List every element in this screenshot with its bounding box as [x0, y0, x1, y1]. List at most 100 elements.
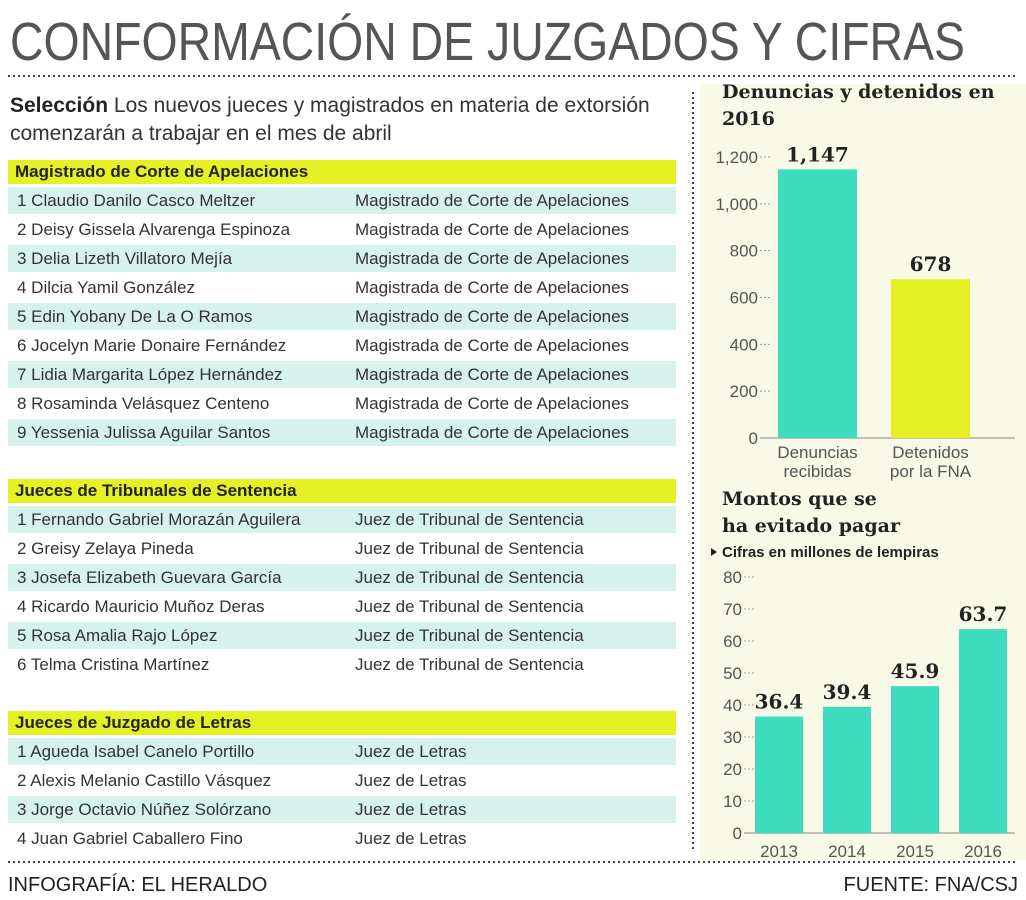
- value-label: 63.7: [959, 602, 1008, 626]
- table-row: 5 Edin Yobany De La O Ramos Magistrado de…: [8, 303, 676, 330]
- role-cell: Juez de Tribunal de Sentencia: [355, 655, 584, 674]
- y-tick-label: 70: [723, 600, 742, 619]
- x-tick-label: 2016: [964, 842, 1002, 861]
- name-cell: 2 Alexis Melanio Castillo Vásquez: [17, 771, 272, 790]
- role-cell: Juez de Tribunal de Sentencia: [355, 626, 584, 645]
- table-row: 3 Delia Lizeth Villatoro Mejía Magistrada…: [8, 245, 676, 272]
- bar: [959, 629, 1007, 833]
- table-row: 4 Ricardo Mauricio Muñoz Deras Juez de Tr…: [8, 593, 676, 620]
- role-cell: Magistrado de Corte de Apelaciones: [355, 307, 630, 326]
- name-cell: 4 Juan Gabriel Caballero Fino: [17, 829, 243, 848]
- table-row: 2 Greisy Zelaya Pineda Juez de Tribunal d…: [8, 535, 676, 562]
- x-tick-label: 2013: [760, 842, 798, 861]
- value-label: 45.9: [891, 659, 940, 683]
- section-header: Jueces de Juzgado de Letras: [8, 711, 676, 735]
- x-tick-label: 2014: [828, 842, 866, 861]
- role-cell: Magistrada de Corte de Apelaciones: [355, 249, 630, 268]
- name-cell: 1 Fernando Gabriel Morazán Aguilera: [17, 510, 301, 529]
- x-tick-label: 2015: [896, 842, 934, 861]
- y-tick-label: 0: [733, 824, 742, 843]
- table-row: 6 Jocelyn Marie Donaire Fernández Magistr…: [8, 332, 676, 359]
- intro-text: Los nuevos jueces y magistrados en mater…: [10, 94, 650, 145]
- role-cell: Juez de Letras: [355, 800, 467, 819]
- y-tick-label: 600: [730, 289, 758, 308]
- table-row: 1 Claudio Danilo Casco Meltzer Magistrado…: [8, 187, 676, 214]
- bar: [891, 279, 970, 438]
- name-cell: 4 Dilcia Yamil González: [17, 278, 195, 297]
- name-cell: 6 Jocelyn Marie Donaire Fernández: [17, 336, 287, 355]
- name-cell: 8 Rosaminda Velásquez Centeno: [17, 394, 270, 413]
- chart-title: Montos que se ha evitado pagar: [722, 488, 901, 537]
- role-cell: Juez de Tribunal de Sentencia: [355, 539, 584, 558]
- role-cell: Juez de Letras: [355, 742, 467, 761]
- y-tick-label: 200: [730, 382, 758, 401]
- intro: Selección Los nuevos jueces y magistrado…: [10, 92, 650, 148]
- x-tick-label: Detenidos por la FNA: [890, 443, 972, 481]
- y-tick-label: 60: [723, 632, 742, 651]
- table-row: 9 Yessenia Julissa Aguilar Santos Magistr…: [8, 419, 676, 446]
- y-tick-label: 50: [723, 664, 742, 683]
- section-header: Jueces de Tribunales de Sentencia: [8, 479, 676, 503]
- role-cell: Magistrado de Corte de Apelaciones: [355, 191, 630, 210]
- name-cell: 4 Ricardo Mauricio Muñoz Deras: [17, 597, 265, 616]
- role-cell: Juez de Letras: [355, 771, 467, 790]
- bullet: [711, 548, 717, 556]
- value-label: 36.4: [755, 690, 804, 714]
- role-cell: Juez de Tribunal de Sentencia: [355, 568, 584, 587]
- y-tick-label: 20: [723, 760, 742, 779]
- value-label: 1,147: [786, 142, 849, 166]
- table-row: 4 Dilcia Yamil González Magistrada de Cor…: [8, 274, 676, 301]
- source: FUENTE: FNA/CSJ: [843, 874, 1018, 896]
- role-cell: Juez de Tribunal de Sentencia: [355, 597, 584, 616]
- bar: [891, 686, 939, 833]
- title: CONFORMACIÓN DE JUZGADOS Y CIFRAS: [10, 12, 965, 72]
- x-tick-label: Denuncias recibidas: [777, 443, 857, 481]
- name-cell: 3 Delia Lizeth Villatoro Mejía: [17, 249, 233, 268]
- bar: [778, 169, 857, 438]
- table-row: 5 Rosa Amalia Rajo López Juez de Tribunal…: [8, 622, 676, 649]
- chart-subtitle: Cifras en millones de lempiras: [722, 544, 939, 561]
- value-label: 39.4: [823, 680, 872, 704]
- table-row: 6 Telma Cristina Martínez Juez de Tribuna…: [8, 651, 676, 678]
- y-tick-label: 10: [723, 792, 742, 811]
- name-cell: 5 Edin Yobany De La O Ramos: [17, 307, 253, 326]
- name-cell: 1 Agueda Isabel Canelo Portillo: [17, 742, 255, 761]
- role-cell: Magistrada de Corte de Apelaciones: [355, 365, 630, 384]
- role-cell: Magistrada de Corte de Apelaciones: [355, 220, 630, 239]
- name-cell: 9 Yessenia Julissa Aguilar Santos: [17, 423, 271, 442]
- name-cell: 3 Jorge Octavio Núñez Solórzano: [17, 800, 272, 819]
- intro-lead: Selección: [10, 94, 109, 117]
- name-cell: 3 Josefa Elizabeth Guevara García: [17, 568, 282, 587]
- y-tick-label: 0: [749, 429, 758, 448]
- table-row: 8 Rosaminda Velásquez Centeno Magistrada …: [8, 390, 676, 417]
- bar: [823, 706, 871, 833]
- table-row: 4 Juan Gabriel Caballero Fino Juez de Let…: [8, 825, 676, 852]
- y-tick-label: 400: [730, 335, 758, 354]
- y-tick-label: 40: [723, 696, 742, 715]
- table-row: 2 Deisy Gissela Alvarenga Espinoza Magist…: [8, 216, 676, 243]
- y-tick-label: 800: [730, 242, 758, 261]
- table-row: 7 Lidia Margarita López Hernández Magistr…: [8, 361, 676, 388]
- section-header: Magistrado de Corte de Apelaciones: [8, 160, 676, 184]
- table-row: 3 Josefa Elizabeth Guevara García Juez de…: [8, 564, 676, 591]
- name-cell: 6 Telma Cristina Martínez: [17, 655, 210, 674]
- value-label: 678: [910, 252, 952, 276]
- role-cell: Magistrada de Corte de Apelaciones: [355, 278, 630, 297]
- role-cell: Juez de Tribunal de Sentencia: [355, 510, 584, 529]
- name-cell: 7 Lidia Margarita López Hernández: [17, 365, 283, 384]
- name-cell: 2 Greisy Zelaya Pineda: [17, 539, 194, 558]
- name-cell: 1 Claudio Danilo Casco Meltzer: [17, 191, 256, 210]
- role-cell: Magistrada de Corte de Apelaciones: [355, 423, 630, 442]
- table-row: 2 Alexis Melanio Castillo Vásquez Juez de…: [8, 767, 676, 794]
- role-cell: Magistrada de Corte de Apelaciones: [355, 336, 630, 355]
- role-cell: Magistrada de Corte de Apelaciones: [355, 394, 630, 413]
- y-tick-label: 1,000: [715, 195, 758, 214]
- table-row: 1 Agueda Isabel Canelo Portillo Juez de L…: [8, 738, 676, 765]
- bar: [755, 716, 803, 833]
- chart-title: Denuncias y detenidos en 2016: [722, 81, 995, 130]
- y-tick-label: 30: [723, 728, 742, 747]
- table-row: 3 Jorge Octavio Núñez Solórzano Juez de L…: [8, 796, 676, 823]
- table-row: 1 Fernando Gabriel Morazán Aguilera Juez …: [8, 506, 676, 533]
